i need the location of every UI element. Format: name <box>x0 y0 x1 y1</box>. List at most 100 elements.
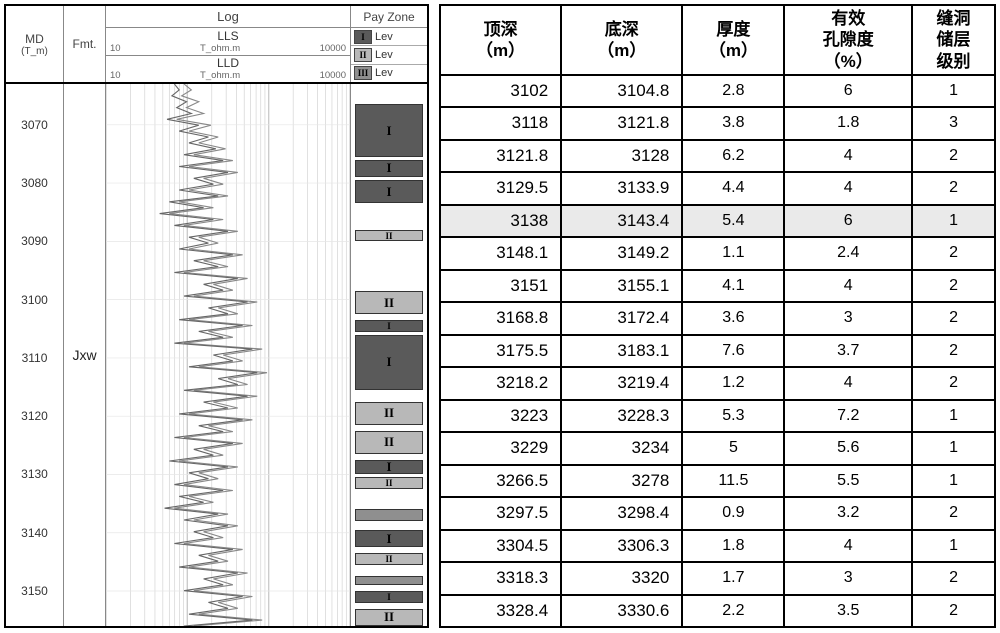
data-table-wrap: 顶深（m）底深（m）厚度（m）有效孔隙度（%）缝洞储层级别 31023104.8… <box>439 4 996 628</box>
depth-tick: 3120 <box>6 409 63 423</box>
table-cell: 6.2 <box>682 140 784 172</box>
table-cell: 2 <box>912 562 995 594</box>
table-cell: 2 <box>912 237 995 269</box>
track-name: LLS <box>110 29 346 43</box>
table-cell: 3118 <box>440 107 561 139</box>
table-row: 31023104.82.861 <box>440 75 995 107</box>
payzone-bar: I <box>355 591 423 603</box>
table-cell: 3229 <box>440 432 561 464</box>
table-cell: 2.2 <box>682 595 784 628</box>
track-header-lls: LLS 10T_ohm.m10000 <box>106 28 350 56</box>
table-cell: 2 <box>912 497 995 529</box>
table-col-header: 缝洞储层级别 <box>912 5 995 75</box>
table-row: 3304.53306.31.841 <box>440 530 995 562</box>
table-cell: 2.8 <box>682 75 784 107</box>
legend-swatch: III <box>354 66 372 80</box>
table-cell: 3121.8 <box>561 107 682 139</box>
legend-label: Lev <box>375 49 393 61</box>
depth-tick: 3080 <box>6 176 63 190</box>
table-cell: 2 <box>912 595 995 628</box>
reservoir-data-table: 顶深（m）底深（m）厚度（m）有效孔隙度（%）缝洞储层级别 31023104.8… <box>439 4 996 628</box>
table-cell: 1.8 <box>682 530 784 562</box>
table-cell: 3219.4 <box>561 367 682 399</box>
table-cell: 5.5 <box>784 465 912 497</box>
table-cell: 4.4 <box>682 172 784 204</box>
table-cell: 2 <box>912 140 995 172</box>
table-cell: 2 <box>912 335 995 367</box>
payzone-bar: II <box>355 609 423 626</box>
payzone-bar: I <box>355 104 423 156</box>
payzone-bar: I <box>355 320 423 332</box>
table-cell: 5.4 <box>682 205 784 237</box>
table-cell: 4.1 <box>682 270 784 302</box>
table-cell: 2.4 <box>784 237 912 269</box>
depth-tick: 3130 <box>6 467 63 481</box>
table-row: 3129.53133.94.442 <box>440 172 995 204</box>
legend-swatch: II <box>354 48 372 62</box>
table-cell: 1 <box>912 530 995 562</box>
table-col-header: 顶深（m） <box>440 5 561 75</box>
table-cell: 3129.5 <box>440 172 561 204</box>
table-cell: 3183.1 <box>561 335 682 367</box>
log-title: Log <box>106 6 350 28</box>
table-cell: 3318.3 <box>440 562 561 594</box>
table-cell: 3155.1 <box>561 270 682 302</box>
depth-tick: 3100 <box>6 293 63 307</box>
table-cell: 3148.1 <box>440 237 561 269</box>
depth-tick: 3090 <box>6 234 63 248</box>
table-cell: 3320 <box>561 562 682 594</box>
table-cell: 5.3 <box>682 400 784 432</box>
payzone-track: IIIIIIIIIIIIIIIIIIIIII <box>351 84 427 626</box>
table-cell: 3298.4 <box>561 497 682 529</box>
table-cell: 3.5 <box>784 595 912 628</box>
table-cell: 1.1 <box>682 237 784 269</box>
table-cell: 3218.2 <box>440 367 561 399</box>
table-col-header: 有效孔隙度（%） <box>784 5 912 75</box>
table-cell: 1 <box>912 465 995 497</box>
table-cell: 1 <box>912 432 995 464</box>
table-cell: 3228.3 <box>561 400 682 432</box>
table-row: 32233228.35.37.21 <box>440 400 995 432</box>
legend-label: Lev <box>375 31 393 43</box>
legend-swatch: I <box>354 30 372 44</box>
table-cell: 2 <box>912 302 995 334</box>
table-col-header: 厚度（m） <box>682 5 784 75</box>
table-cell: 0.9 <box>682 497 784 529</box>
log-header: MD (T_m) Fmt. Log LLS 10T_ohm.m10000LLD … <box>6 6 427 84</box>
payzone-bar: II <box>355 431 423 454</box>
payzone-bar: I <box>355 335 423 390</box>
table-row: 31513155.14.142 <box>440 270 995 302</box>
table-cell: 1.7 <box>682 562 784 594</box>
track-scale: 10T_ohm.m10000 <box>110 43 346 54</box>
payzone-bar: II <box>355 553 423 565</box>
legend-row: II Lev <box>351 46 427 64</box>
table-cell: 3306.3 <box>561 530 682 562</box>
table-row: 31183121.83.81.83 <box>440 107 995 139</box>
table-cell: 1 <box>912 75 995 107</box>
table-cell: 3175.5 <box>440 335 561 367</box>
formation-track: Jxw <box>64 84 106 626</box>
table-cell: 3 <box>784 302 912 334</box>
table-cell: 1 <box>912 205 995 237</box>
table-cell: 1.8 <box>784 107 912 139</box>
table-cell: 4 <box>784 140 912 172</box>
track-header-lld: LLD 10T_ohm.m10000 <box>106 56 350 83</box>
table-cell: 1.2 <box>682 367 784 399</box>
table-row: 31383143.45.461 <box>440 205 995 237</box>
table-cell: 2 <box>912 367 995 399</box>
table-cell: 11.5 <box>682 465 784 497</box>
table-cell: 3143.4 <box>561 205 682 237</box>
table-cell: 3328.4 <box>440 595 561 628</box>
depth-track: 307030803090310031103120313031403150 <box>6 84 64 626</box>
table-cell: 3138 <box>440 205 561 237</box>
table-cell: 1 <box>912 400 995 432</box>
header-fmt: Fmt. <box>64 6 106 82</box>
payzone-bar <box>355 576 423 585</box>
table-cell: 4 <box>784 367 912 399</box>
depth-tick: 3150 <box>6 584 63 598</box>
table-body: 31023104.82.86131183121.83.81.833121.831… <box>440 75 995 627</box>
table-cell: 3102 <box>440 75 561 107</box>
table-cell: 7.6 <box>682 335 784 367</box>
table-cell: 3266.5 <box>440 465 561 497</box>
table-row: 3297.53298.40.93.22 <box>440 497 995 529</box>
